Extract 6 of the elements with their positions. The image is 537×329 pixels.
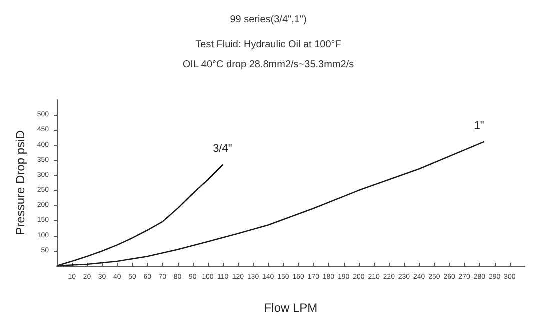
chart-title: 99 series(3/4",1") <box>230 14 307 26</box>
series-label: 1" <box>474 120 484 132</box>
series-label: 3/4" <box>213 142 232 155</box>
y-axis-title: Pressure Drop psiD <box>13 130 28 236</box>
chart-subtitle: Test Fluid: Hydraulic Oil at 100°F OIL 40°C drop 28.8mm2/s~35.3mm2/s <box>182 40 354 70</box>
x-axis-title: Flow LPM <box>264 301 318 315</box>
